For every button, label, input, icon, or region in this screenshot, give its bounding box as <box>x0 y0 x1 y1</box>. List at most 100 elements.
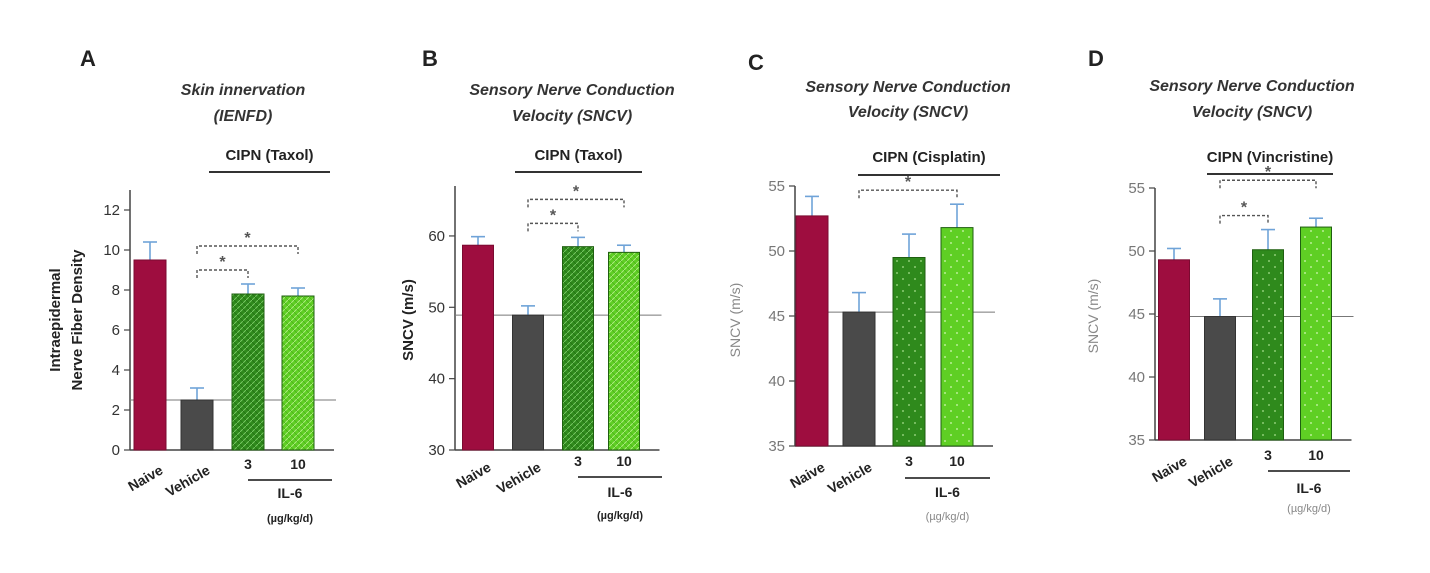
significance-bracket <box>196 245 299 254</box>
x-category-label: Vehicle <box>825 459 875 497</box>
y-tick-label: 12 <box>103 202 120 219</box>
unit-label: (µg/kg/d) <box>597 510 643 522</box>
x-category-label: Vehicle <box>494 459 544 497</box>
chart-title-line: Skin innervation <box>181 82 306 99</box>
y-tick-label: 40 <box>428 371 445 388</box>
significance-bracket <box>527 198 625 208</box>
group-label: CIPN (Taxol) <box>534 147 622 164</box>
y-tick-label: 30 <box>428 442 445 459</box>
bar-3 <box>231 293 265 451</box>
chart-title-line: Velocity (SNCV) <box>1192 104 1312 121</box>
x-category-label: 10 <box>1308 447 1324 463</box>
y-tick-label: 0 <box>112 442 120 459</box>
bar-3 <box>562 246 594 451</box>
significance-star: * <box>219 254 226 271</box>
y-axis-label: Intraepidermal <box>47 268 64 371</box>
significance-star: * <box>244 230 251 247</box>
y-tick-label: 55 <box>1128 180 1145 197</box>
y-tick-label: 50 <box>768 243 785 260</box>
y-tick-label: 4 <box>112 362 120 379</box>
significance-star: * <box>573 183 580 200</box>
x-category-label: Naive <box>453 459 494 492</box>
y-tick-label: 50 <box>428 299 445 316</box>
significance-star: * <box>550 207 557 224</box>
group-label: CIPN (Vincristine) <box>1207 149 1333 166</box>
group-label: CIPN (Taxol) <box>225 147 313 164</box>
significance-bracket <box>1219 214 1269 224</box>
bar-vehicle <box>512 314 544 451</box>
chart-title-line: (IENFD) <box>214 108 273 125</box>
x-category-label: Vehicle <box>1186 453 1236 491</box>
significance-bracket <box>858 189 958 199</box>
x-category-label: 3 <box>905 453 913 469</box>
x-category-label: 3 <box>574 453 582 469</box>
panel-b: B Sensory Nerve Conduction Velocity (SNCV)… <box>400 46 675 522</box>
y-axis-label: Nerve Fiber Density <box>69 249 86 391</box>
y-tick-label: 40 <box>768 373 785 390</box>
unit-label: (µg/kg/d) <box>926 511 970 523</box>
x-category-label: Naive <box>787 459 828 492</box>
significance-star: * <box>905 174 912 191</box>
bar-10 <box>940 227 974 447</box>
panel-a: A Skin innervation (IENFD) CIPN (Taxol) Intr… <box>47 46 336 525</box>
bar-vehicle <box>1204 316 1236 441</box>
panel-letter: D <box>1088 46 1104 71</box>
y-axis-label: SNCV (m/s) <box>1085 279 1101 354</box>
significance-bracket <box>1219 179 1317 189</box>
chart-title-line: Sensory Nerve Conduction <box>805 79 1011 96</box>
group-label: CIPN (Cisplatin) <box>872 149 985 166</box>
x-category-label: Naive <box>125 462 166 495</box>
x-category-label: Naive <box>1149 453 1190 486</box>
treatment-label: IL-6 <box>278 485 303 501</box>
panel-letter: C <box>748 50 764 75</box>
bar-vehicle <box>842 311 876 447</box>
y-tick-label: 35 <box>768 438 785 455</box>
significance-bracket <box>527 222 579 232</box>
chart-title-line: Velocity (SNCV) <box>512 108 632 125</box>
panel-letter: B <box>422 46 438 71</box>
bar-3 <box>1252 249 1284 441</box>
y-tick-label: 2 <box>112 402 120 419</box>
treatment-label: IL-6 <box>1297 480 1322 496</box>
chart-title-line: Velocity (SNCV) <box>848 104 968 121</box>
y-tick-label: 45 <box>1128 306 1145 323</box>
significance-bracket <box>196 269 249 278</box>
panel-letter: A <box>80 46 96 71</box>
significance-star: * <box>1241 200 1248 217</box>
treatment-label: IL-6 <box>935 484 960 500</box>
chart-title-line: Sensory Nerve Conduction <box>469 82 675 99</box>
bar-naive <box>133 259 167 451</box>
y-tick-label: 40 <box>1128 369 1145 386</box>
bar-10 <box>608 251 640 451</box>
x-category-label: 10 <box>290 456 306 472</box>
bar-10 <box>281 295 315 451</box>
unit-label: (µg/kg/d) <box>267 513 313 525</box>
y-tick-label: 10 <box>103 242 120 259</box>
y-tick-label: 35 <box>1128 432 1145 449</box>
y-axis-label: SNCV (m/s) <box>727 283 743 358</box>
significance-star: * <box>1265 164 1272 181</box>
y-tick-label: 6 <box>112 322 120 339</box>
bar-10 <box>1300 226 1332 441</box>
panel-c: C Sensory Nerve Conduction Velocity (SNCV)… <box>727 50 1011 523</box>
y-tick-label: 8 <box>112 282 120 299</box>
x-category-label: 3 <box>244 456 252 472</box>
bar-vehicle <box>180 399 214 451</box>
x-category-label: 10 <box>616 453 632 469</box>
y-tick-label: 45 <box>768 308 785 325</box>
panel-d: D Sensory Nerve Conduction Velocity (SNCV)… <box>1085 46 1355 515</box>
y-axis-label: SNCV (m/s) <box>400 279 417 361</box>
y-tick-label: 60 <box>428 228 445 245</box>
x-category-label: 3 <box>1264 447 1272 463</box>
treatment-label: IL-6 <box>608 484 633 500</box>
bar-naive <box>795 215 829 447</box>
y-tick-label: 55 <box>768 178 785 195</box>
bar-naive <box>462 244 494 451</box>
bar-naive <box>1158 259 1190 441</box>
unit-label: (µg/kg/d) <box>1287 503 1331 515</box>
y-tick-label: 50 <box>1128 243 1145 260</box>
bar-3 <box>892 257 926 447</box>
x-category-label: Vehicle <box>163 462 213 500</box>
x-category-label: 10 <box>949 453 965 469</box>
